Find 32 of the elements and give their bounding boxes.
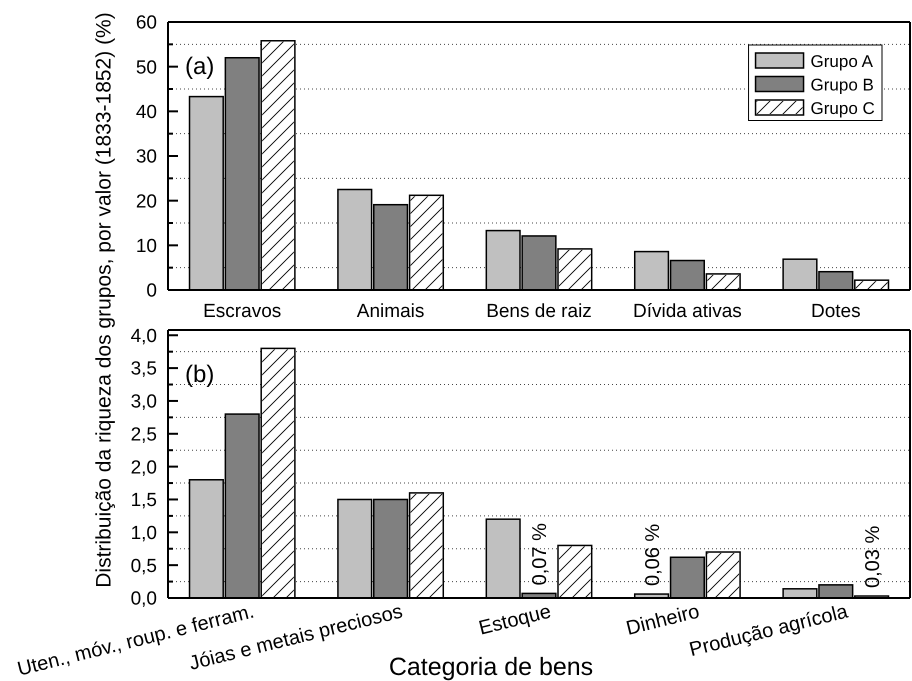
y-tick-label: 40 <box>136 102 157 123</box>
y-tick-label: 10 <box>136 236 157 257</box>
y-axis-title: Distribuição da riqueza dos grupos, por valor (1833-1852) (%) <box>92 12 116 588</box>
y-tick-label: 20 <box>136 191 157 212</box>
y-tick-label: 3,0 <box>130 392 157 413</box>
x-axis-title: Categoria de bens <box>388 653 594 681</box>
y-tick-label: 0 <box>146 280 157 302</box>
y-tick-label: 0,5 <box>130 556 157 577</box>
y-tick-label: 1,5 <box>130 490 157 512</box>
annotation: (a) <box>185 53 214 80</box>
y-tick-label: 2,0 <box>130 457 157 478</box>
legend-label: Grupo A <box>810 52 874 71</box>
x-tick-label: Bens de raiz <box>486 301 592 322</box>
y-tick-label: 50 <box>136 57 157 78</box>
y-tick-label: 30 <box>136 146 157 168</box>
y-tick-label: 0,0 <box>130 588 157 610</box>
data-label: 0,07 % <box>529 522 552 586</box>
y-tick-label: 4,0 <box>130 326 157 347</box>
y-tick-label: 60 <box>136 12 157 34</box>
data-label: 0,03 % <box>862 526 884 588</box>
x-tick-label: Escravos <box>203 301 282 322</box>
data-label: 0,06 % <box>642 524 664 586</box>
x-tick-label: Dotes <box>810 301 861 322</box>
annotation: (b) <box>185 361 214 388</box>
x-tick-label: Estoque <box>476 600 554 640</box>
x-tick-label: Animais <box>356 301 424 322</box>
y-tick-label: 1,0 <box>130 522 157 544</box>
x-tick-label: Dívida ativas <box>633 301 742 322</box>
legend-label: Grupo C <box>810 99 875 118</box>
y-tick-label: 2,5 <box>130 424 157 446</box>
legend-label: Grupo B <box>810 76 874 94</box>
y-tick-label: 3,5 <box>130 358 157 380</box>
